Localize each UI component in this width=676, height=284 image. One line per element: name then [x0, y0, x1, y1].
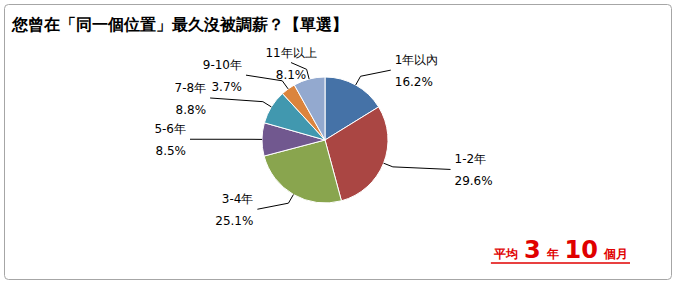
title: 您曾在「同一個位置」最久沒被調薪？【單選】	[11, 15, 348, 34]
frame	[5, 5, 672, 280]
slice-label: 7-8年	[175, 81, 207, 95]
slice-label: 5-6年	[154, 122, 186, 136]
slice-label: 1-2年	[455, 152, 487, 166]
leader-line	[257, 195, 293, 210]
data-label: 8.5%	[156, 144, 187, 158]
leader-line	[190, 139, 262, 140]
leader-line	[356, 70, 391, 85]
slice-label: 3-4年	[222, 192, 254, 206]
slice-label: 1年以內	[395, 53, 439, 67]
annotation: 平均3年10個月	[493, 236, 628, 264]
chart: 您曾在「同一個位置」最久沒被調薪？【單選】 1年以內 16.2% 1-2年 29.6% 3…	[0, 0, 676, 284]
data-label: 16.2%	[395, 75, 433, 89]
data-label: 8.8%	[176, 103, 207, 117]
data-label: 25.1%	[215, 214, 253, 228]
data-label: 3.7%	[211, 80, 242, 94]
data-label: 8.1%	[276, 68, 307, 82]
pie	[262, 77, 388, 203]
annotation-underline	[491, 262, 630, 264]
data-label: 29.6%	[455, 174, 493, 188]
slice-label: 11年以上	[265, 46, 316, 60]
slice	[294, 77, 325, 140]
slice-label: 9-10年	[203, 58, 242, 72]
leader-line	[210, 98, 271, 107]
leader-line	[384, 163, 451, 169]
